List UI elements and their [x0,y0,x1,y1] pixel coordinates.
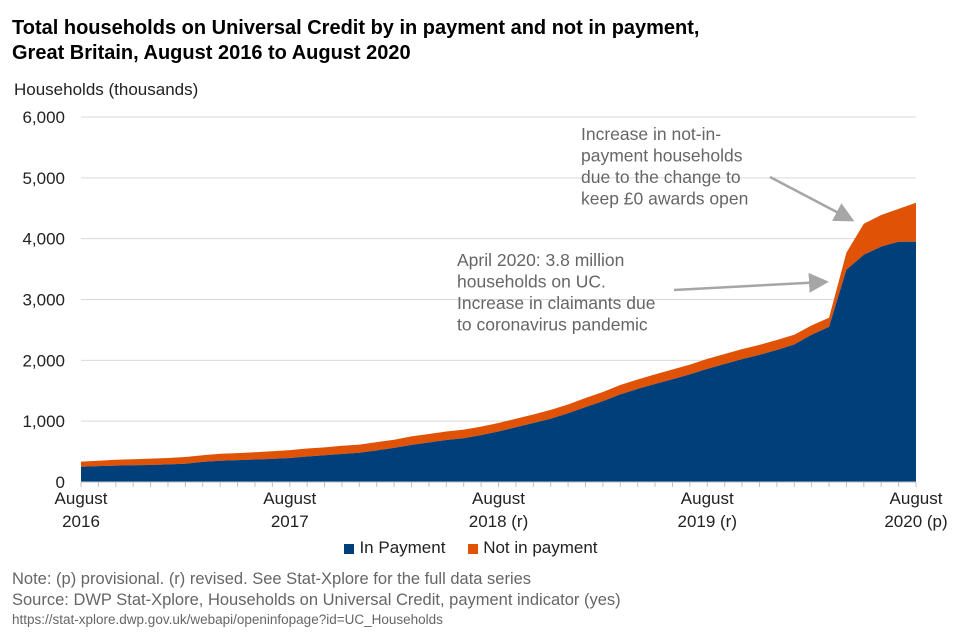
legend-item-in-payment: In Payment [344,538,445,557]
x-tick-label: 2019 (r) [677,512,737,531]
y-tick-label: 1,000 [22,412,65,431]
x-tick-label: August [681,489,734,508]
annotation-text-april-2020: to coronavirus pandemic [457,315,648,335]
annotation-arrow [673,272,829,293]
annotation-text-zero-awards: Increase in not-in- [581,124,721,144]
x-tick-label: 2020 (p) [884,512,947,531]
area-chart: 0 1,000 2,000 3,000 4,000 5,000 6,000 August 201… [22,108,947,531]
legend-label: In Payment [359,538,446,557]
annotation-text-zero-awards: due to the change to [581,167,741,187]
y-tick-label: 2,000 [22,351,65,370]
x-tick-label: 2018 (r) [469,512,529,531]
y-axis-label: Households (thousands) [14,80,199,99]
x-tick-label: August [890,489,943,508]
legend-item-not-in-payment: Not in payment [468,538,598,557]
y-tick-label: 0 [56,473,65,492]
source-url: https://stat-xplore.dwp.gov.uk/webapi/op… [12,612,443,627]
annotation-text-april-2020: Increase in claimants due [457,293,655,313]
y-tick-label: 4,000 [22,230,65,249]
x-tick-label: 2017 [271,512,309,531]
title-line-2: Great Britain, August 2016 to August 202… [12,42,411,64]
y-tick-label: 5,000 [22,169,65,188]
y-tick-label: 6,000 [22,108,65,127]
area-in-payment [81,241,916,482]
annotation-arrow [769,175,855,222]
x-tick-label: August [472,489,525,508]
annotation-text-zero-awards: payment households [581,146,743,166]
note-text: Note: (p) provisional. (r) revised. See … [12,570,532,588]
annotation-text-april-2020: households on UC. [457,272,606,292]
legend-swatch-not-in-payment [468,543,479,554]
x-tick-label: 2016 [62,512,100,531]
legend-swatch-in-payment [344,543,355,554]
x-tick-label: August [55,489,108,508]
legend-label: Not in payment [483,538,598,557]
y-tick-label: 3,000 [22,291,65,310]
x-tick-label: August [263,489,316,508]
annotation-text-april-2020: April 2020: 3.8 million [457,250,624,270]
legend: In Payment Not in payment [0,538,960,558]
chart-title: Total households on Universal Credit by … [12,16,952,66]
annotation-text-zero-awards: keep £0 awards open [581,189,748,209]
source-text: Source: DWP Stat-Xplore, Households on U… [12,591,621,609]
title-line-1: Total households on Universal Credit by … [12,17,700,39]
